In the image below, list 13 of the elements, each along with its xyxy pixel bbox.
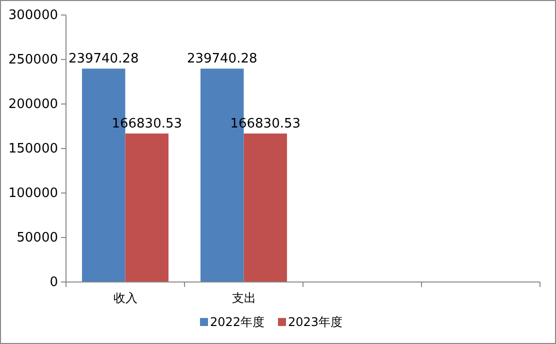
- y-tick-label: 200000: [8, 97, 58, 112]
- data-label: 239740.28: [68, 52, 139, 67]
- y-tick-label: 300000: [8, 8, 58, 23]
- legend-label: 2022年度: [210, 315, 265, 329]
- x-tick-label: 支出: [232, 291, 256, 305]
- y-tick-label: 100000: [8, 186, 58, 201]
- y-tick-label: 50000: [16, 230, 58, 246]
- y-tick-label: 0: [50, 275, 58, 290]
- y-tick-label: 150000: [8, 142, 58, 156]
- data-label: 239740.28: [186, 52, 258, 67]
- legend-label: 2023年度: [288, 315, 343, 329]
- x-tick-label: 收入: [113, 291, 138, 305]
- y-tick-label: 250000: [8, 52, 58, 68]
